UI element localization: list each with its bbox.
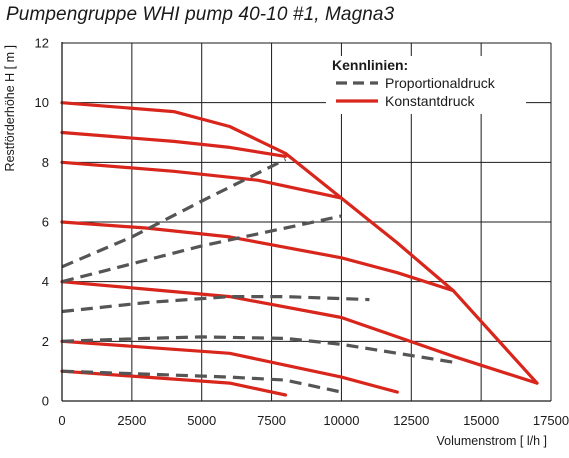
- y-tick-label: 8: [42, 155, 49, 170]
- legend: Kennlinien: Proportionaldruck Konstantdr…: [326, 56, 526, 114]
- y-tick-label: 2: [42, 334, 49, 349]
- x-tick-label: 5000: [187, 413, 216, 428]
- y-tick-label: 10: [35, 95, 49, 110]
- tick-labels: 0 2500 5000 7500 10000 12500 15000 17500 0 2 4 6 8 10…: [35, 36, 569, 429]
- series-line-konstantdruck: [60, 160, 343, 200]
- series-line-proportionaldruck: [61, 295, 370, 314]
- legend-label-proportionaldruck: Proportionaldruck: [385, 75, 496, 91]
- series-line-proportionaldruck: [61, 214, 342, 284]
- x-tick-label: 0: [58, 413, 65, 428]
- series-line-konstantdruck: [60, 130, 288, 158]
- x-tick-label: 7500: [257, 413, 286, 428]
- series-line-proportionaldruck: [61, 335, 454, 364]
- x-axis-label: Volumenstrom [ l/h ]: [437, 434, 547, 448]
- series-line-proportionaldruck: [61, 157, 287, 269]
- y-tick-label: 6: [42, 215, 49, 230]
- legend-title: Kennlinien:: [332, 57, 408, 73]
- y-tick-label: 12: [35, 36, 49, 51]
- series-line-konstantdruck: [60, 369, 288, 397]
- series-group: [60, 101, 539, 397]
- series-line-konstantdruck: [60, 280, 539, 385]
- y-tick-label: 0: [42, 394, 49, 409]
- x-tick-label: 17500: [533, 413, 569, 428]
- y-axis-label: Restförderhöhe H [ m ]: [3, 45, 17, 171]
- x-tick-label: 2500: [117, 413, 146, 428]
- x-tick-label: 12500: [393, 413, 429, 428]
- legend-background: [326, 56, 526, 114]
- axes: [61, 42, 551, 402]
- x-tick-label: 15000: [463, 413, 499, 428]
- series-line-konstantdruck: [60, 220, 455, 293]
- x-tick-label: 10000: [323, 413, 359, 428]
- series-line-konstantdruck: [60, 101, 539, 385]
- legend-label-konstantdruck: Konstantdruck: [385, 93, 475, 109]
- chart-title: Pumpengruppe WHI pump 40-10 #1, Magna3: [6, 4, 395, 25]
- y-tick-label: 4: [42, 274, 49, 289]
- series-line-konstantdruck: [60, 339, 399, 394]
